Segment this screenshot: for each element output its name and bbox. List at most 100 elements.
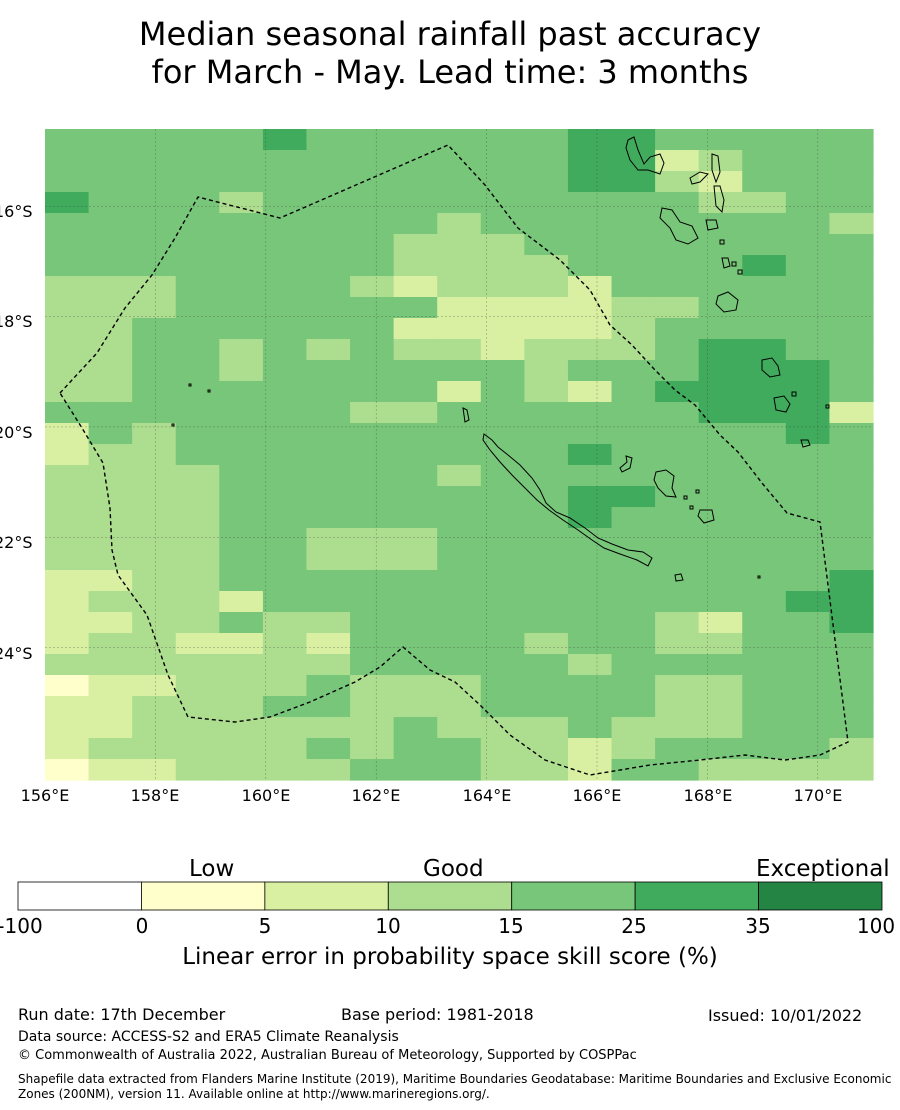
skill-cell — [524, 633, 569, 655]
eez-boundary-line — [59, 144, 849, 776]
lat-label-20s: 20°S — [0, 423, 33, 442]
skill-cell — [175, 276, 220, 298]
skill-cell — [480, 255, 525, 277]
skill-cell — [742, 717, 787, 739]
skill-cell — [262, 360, 308, 382]
skill-cell — [437, 213, 482, 235]
skill-cell — [175, 192, 220, 214]
skill-cell — [306, 150, 351, 172]
skill-cell — [437, 129, 482, 151]
skill-cell — [132, 486, 177, 508]
lon-label-162e: 162°E — [351, 786, 401, 805]
skill-cell — [785, 528, 831, 550]
skill-cell — [742, 276, 787, 298]
skill-cell — [262, 213, 308, 235]
skill-cell — [742, 759, 787, 781]
skill-cell — [698, 507, 743, 529]
skill-cell — [829, 255, 874, 277]
skill-cell — [611, 192, 656, 214]
skill-cell — [611, 507, 656, 529]
skill-cell — [655, 633, 700, 655]
copyright: © Commonwealth of Australia 2022, Austra… — [18, 1048, 637, 1063]
skill-cell — [262, 171, 308, 193]
colorbar-title: Linear error in probability space skill … — [182, 944, 718, 970]
skill-cell — [698, 738, 743, 760]
skill-cell — [132, 570, 177, 592]
skill-cell — [88, 612, 133, 634]
skill-grid — [45, 129, 874, 781]
skill-cell — [567, 297, 613, 319]
skill-cell — [524, 171, 569, 193]
skill-cell — [132, 171, 177, 193]
skill-cell — [45, 591, 90, 613]
skill-cell — [306, 192, 351, 214]
skill-cell — [306, 234, 351, 256]
skill-cell — [132, 360, 177, 382]
skill-cell — [45, 192, 90, 214]
skill-cell — [219, 717, 264, 739]
skill-cell — [524, 276, 569, 298]
skill-cell — [742, 507, 787, 529]
skill-cell — [480, 675, 525, 697]
small-islets-outline — [171, 239, 830, 579]
skill-cell — [785, 360, 831, 382]
skill-cell — [219, 171, 264, 193]
skill-cell — [698, 444, 743, 466]
skill-cell — [393, 612, 438, 634]
skill-cell — [393, 549, 438, 571]
skill-cell — [262, 696, 308, 718]
skill-cell — [45, 129, 90, 151]
skill-cell — [132, 192, 177, 214]
skill-cell — [829, 150, 874, 172]
skill-cell — [611, 402, 656, 424]
skill-cell — [350, 738, 395, 760]
skill-cell — [88, 465, 133, 487]
skill-cell — [393, 633, 438, 655]
skill-cell — [567, 444, 613, 466]
skill-cell — [524, 738, 569, 760]
skill-cell — [437, 465, 482, 487]
colorbar-tick-label: 0 — [135, 914, 149, 938]
lon-label-166e: 166°E — [572, 786, 622, 805]
skill-cell — [219, 150, 264, 172]
skill-cell — [567, 192, 613, 214]
skill-cell — [306, 276, 351, 298]
skill-cell — [45, 150, 90, 172]
skill-cell — [785, 717, 831, 739]
skill-cell — [524, 444, 569, 466]
skill-cell — [437, 444, 482, 466]
skill-cell — [567, 717, 613, 739]
skill-cell — [132, 675, 177, 697]
skill-cell — [45, 171, 90, 193]
skill-cell — [45, 402, 90, 424]
skill-cell — [829, 696, 874, 718]
skill-cell — [785, 234, 831, 256]
skill-cell — [437, 402, 482, 424]
skill-cell — [742, 696, 787, 718]
skill-cell — [480, 213, 525, 235]
skill-cell — [698, 696, 743, 718]
skill-cell — [524, 297, 569, 319]
colorbar-tick-label: -100 — [0, 914, 43, 938]
skill-cell — [742, 234, 787, 256]
skill-cell — [350, 213, 395, 235]
skill-cell — [829, 360, 874, 382]
skill-cell — [611, 297, 656, 319]
skill-cell — [219, 570, 264, 592]
skill-cell — [175, 612, 220, 634]
skill-cell — [742, 297, 787, 319]
skill-cell — [350, 486, 395, 508]
skill-cell — [219, 738, 264, 760]
skill-cell — [785, 654, 831, 676]
ambrym-outline — [705, 219, 719, 231]
malekula-outline — [659, 207, 699, 245]
skill-cell — [655, 549, 700, 571]
skill-cell — [306, 549, 351, 571]
skill-cell — [88, 276, 133, 298]
skill-cell — [393, 360, 438, 382]
skill-cell — [829, 528, 874, 550]
skill-cell — [567, 591, 613, 613]
skill-cell — [567, 507, 613, 529]
skill-cell — [567, 276, 613, 298]
